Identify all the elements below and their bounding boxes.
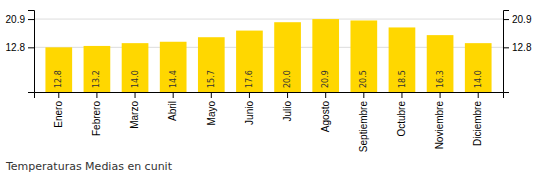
x-tick: Enero <box>53 92 64 128</box>
bar <box>350 20 377 92</box>
x-tick-mark <box>478 92 479 98</box>
x-tick-mark <box>325 92 326 98</box>
y2-axis-line <box>504 11 510 93</box>
x-tick: Septiembre <box>358 92 369 152</box>
x-tick: Marzo <box>129 92 140 129</box>
x-tick-label: Septiembre <box>358 101 369 153</box>
data-label: 14.4 <box>169 70 178 88</box>
x-tick: Julio <box>282 92 293 122</box>
grid-line <box>34 19 503 20</box>
x-tick-label: Noviembre <box>434 101 445 150</box>
bar <box>427 35 454 92</box>
y2-tick-mark <box>503 47 509 48</box>
chart: 12.8 13.2 14.0 14.4 15.7 17.6 20.0 20.9 20.5 18.5… <box>0 0 537 174</box>
x-tick-mark <box>58 92 59 98</box>
x-tick: Octubre <box>396 92 407 137</box>
title: Temperaturas Medias en cunit <box>5 160 173 173</box>
data-labels: 12.8 13.2 14.0 14.4 15.7 17.6 20.0 20.9 20.5 18.5… <box>54 70 482 88</box>
bar <box>465 43 492 92</box>
x-axis-line <box>35 93 504 99</box>
y2-tick: 20.9 <box>503 14 532 25</box>
x-tick-label: Diciembre <box>472 101 483 146</box>
y2-tick-mark <box>503 19 509 20</box>
x-tick-label: Octubre <box>396 101 407 137</box>
x-tick: Agosto <box>320 92 331 132</box>
y-tick-mark <box>28 47 34 48</box>
x-tick: Junio <box>244 92 255 125</box>
data-label: 14.0 <box>131 70 140 88</box>
data-label: 12.8 <box>54 70 63 88</box>
y2-tick-label: 20.9 <box>512 14 532 25</box>
x-tick-mark <box>173 92 174 98</box>
x-tick-label: Mayo <box>206 101 217 126</box>
data-label: 13.2 <box>92 70 101 88</box>
x-tick-mark <box>96 92 97 98</box>
data-label: 14.0 <box>474 70 483 88</box>
y2-axis: 12.8 20.9 <box>503 11 532 93</box>
y-tick-mark <box>28 19 34 20</box>
x-tick-mark <box>135 92 136 98</box>
x-tick-label: Enero <box>53 101 64 128</box>
data-label: 20.0 <box>283 70 292 88</box>
plot: 12.8 13.2 14.0 14.4 15.7 17.6 20.0 20.9 20.5 18.5… <box>6 11 532 153</box>
bar <box>45 47 72 92</box>
x-tick: Mayo <box>206 92 217 125</box>
bars <box>45 19 491 92</box>
bar <box>198 37 225 92</box>
bar <box>312 19 339 92</box>
data-label: 18.5 <box>398 70 407 88</box>
bar <box>274 22 301 92</box>
x-tick-label: Julio <box>282 101 293 122</box>
x-tick-label: Marzo <box>129 101 140 129</box>
y2-tick: 12.8 <box>503 42 532 53</box>
bar <box>389 27 416 92</box>
x-tick: Abril <box>167 92 178 121</box>
x-tick-mark <box>249 92 250 98</box>
x-tick-mark <box>287 92 288 98</box>
data-label: 17.6 <box>245 70 254 88</box>
y-tick-label: 20.9 <box>6 14 26 25</box>
y-tick: 20.9 <box>6 14 34 25</box>
bar <box>122 43 149 92</box>
x-tick: Febrero <box>91 92 102 136</box>
x-tick-label: Abril <box>167 101 178 121</box>
x-tick-label: Febrero <box>91 101 102 136</box>
y-axis: 12.8 20.9 <box>6 11 35 93</box>
data-label: 20.9 <box>321 70 330 88</box>
bar <box>236 31 263 92</box>
x-tick-label: Agosto <box>320 101 331 133</box>
x-tick: Noviembre <box>434 92 445 149</box>
x-tick-mark <box>211 92 212 98</box>
x-tick-mark <box>401 92 402 98</box>
y-tick-label: 12.8 <box>6 42 26 53</box>
x-tick: Diciembre <box>472 92 483 146</box>
data-label: 16.3 <box>436 70 445 88</box>
data-label: 20.5 <box>359 70 368 88</box>
x-tick-mark <box>440 92 441 98</box>
y2-tick-label: 12.8 <box>512 42 532 53</box>
x-tick-mark <box>363 92 364 98</box>
y-tick: 12.8 <box>6 42 34 53</box>
y-axis-line <box>28 11 35 93</box>
x-axis: Enero Febrero Marzo Abril Mayo Junio Julio Agos… <box>35 92 504 152</box>
data-label: 15.7 <box>207 70 216 88</box>
bar <box>84 46 111 92</box>
x-tick-label: Junio <box>244 101 255 125</box>
bar <box>160 42 187 92</box>
